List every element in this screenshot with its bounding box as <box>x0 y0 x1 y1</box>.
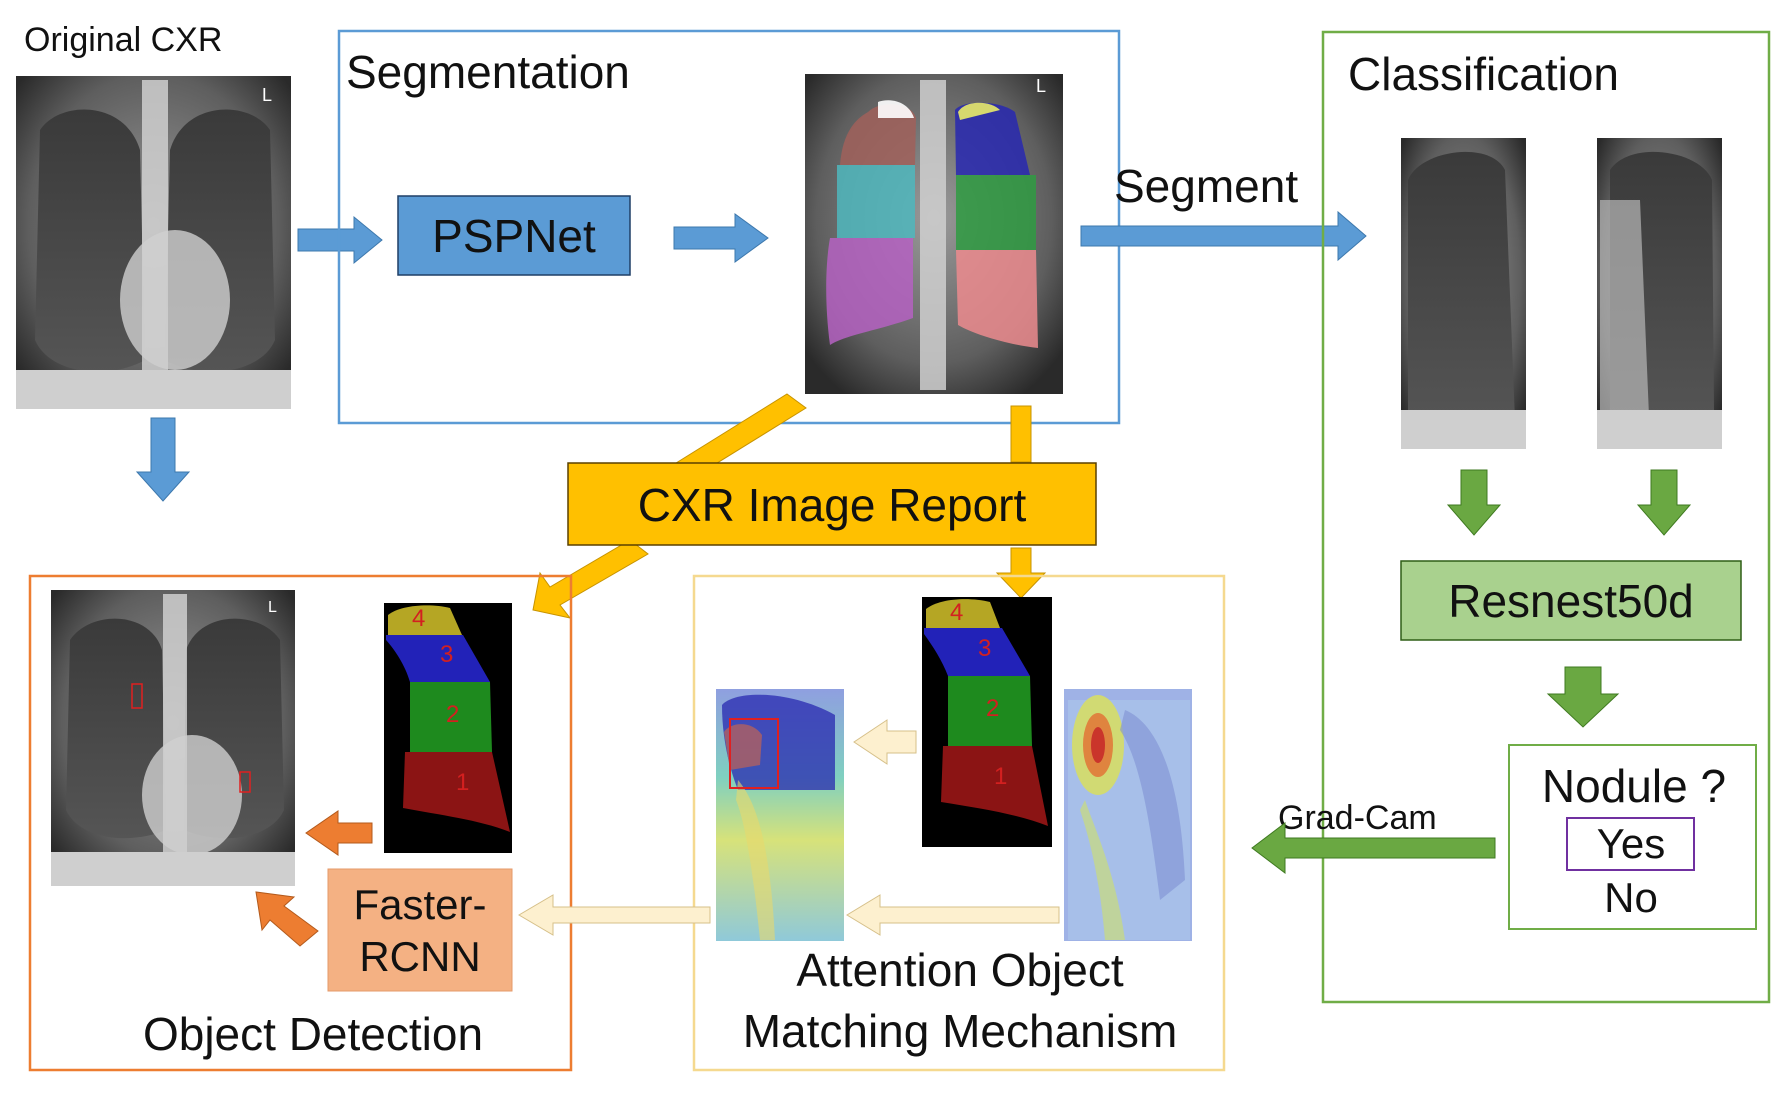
grad-cam-heatmap-image <box>1064 689 1192 941</box>
cxr-report-block <box>567 462 1097 546</box>
no-option: No <box>1604 874 1658 921</box>
region-number-1: 1 <box>994 763 1007 790</box>
arrow-matched-to-faster-rcnn <box>518 894 711 936</box>
classification-box <box>1321 30 1771 1004</box>
segment-label: Segment <box>1114 160 1298 212</box>
region-number-4: 4 <box>412 605 425 632</box>
attention-match-bbox <box>729 718 779 789</box>
yes-option: Yes <box>1597 820 1666 867</box>
region-number-1: 1 <box>456 769 469 796</box>
corner-marker: L <box>1036 76 1046 96</box>
nodule-bbox-2 <box>239 771 251 793</box>
corner-marker: L <box>262 85 272 105</box>
object-detection-box <box>28 574 573 1072</box>
left-lung-crop-image <box>1401 138 1526 449</box>
arrow-report-to-detection <box>532 539 649 619</box>
region-number-4: 4 <box>950 599 963 626</box>
arrow-mask-to-report-vertical <box>1010 405 1032 463</box>
attention-matching-box <box>692 574 1226 1072</box>
faster-rcnn-block <box>327 868 513 992</box>
classification-title: Classification <box>1348 48 1619 100</box>
arrow-resnest-down <box>1546 666 1620 728</box>
arrow-heatmap-to-matched <box>846 894 1060 936</box>
region-number-3: 3 <box>978 635 991 662</box>
object-detection-title: Object Detection <box>143 1008 483 1060</box>
faster-rcnn-line2: RCNN <box>359 933 480 980</box>
attention-title-line2: Matching Mechanism <box>743 1005 1178 1057</box>
resnest-block <box>1400 560 1742 641</box>
arrow-left-crop-down <box>1446 469 1502 536</box>
resnest-label: Resnest50d <box>1448 575 1694 627</box>
cxr-report-label: CXR Image Report <box>638 479 1027 531</box>
arrow-mask-to-detection-cxr <box>305 810 373 856</box>
original-cxr-image: L <box>16 76 291 409</box>
arrow-report-to-attention <box>995 547 1047 599</box>
arrow-right-crop-down <box>1636 469 1692 536</box>
arrow-segment-to-classification <box>1080 210 1367 262</box>
segmented-cxr-image: L <box>805 74 1063 394</box>
arrow-mask-to-matched <box>853 719 917 765</box>
matched-attention-image <box>716 689 844 941</box>
original-cxr-title: Original CXR <box>24 21 222 59</box>
arrow-grad-cam <box>1251 821 1496 875</box>
nodule-question: Nodule ? <box>1542 760 1726 812</box>
nodule-bbox-1 <box>131 683 143 709</box>
faster-rcnn-line1: Faster- <box>353 881 486 928</box>
region-number-2: 2 <box>986 695 999 722</box>
region-mask-attention: 4 3 2 1 <box>922 597 1052 847</box>
attention-title-line1: Attention Object <box>796 944 1124 996</box>
arrow-faster-rcnn-to-cxr <box>255 891 319 947</box>
region-mask-detection: 4 3 2 1 <box>384 603 512 853</box>
yes-option-box <box>1566 817 1695 871</box>
corner-marker: L <box>268 599 277 616</box>
region-number-2: 2 <box>446 701 459 728</box>
segmentation-title: Segmentation <box>346 46 630 98</box>
grad-cam-label: Grad-Cam <box>1278 799 1437 837</box>
pspnet-label: PSPNet <box>432 210 596 262</box>
region-number-3: 3 <box>440 641 453 668</box>
arrow-original-down <box>135 417 191 502</box>
detection-result-cxr-image: L <box>51 590 295 886</box>
arrow-pspnet-to-mask <box>673 213 769 263</box>
right-lung-crop-image <box>1597 138 1722 449</box>
pspnet-block <box>397 195 631 276</box>
